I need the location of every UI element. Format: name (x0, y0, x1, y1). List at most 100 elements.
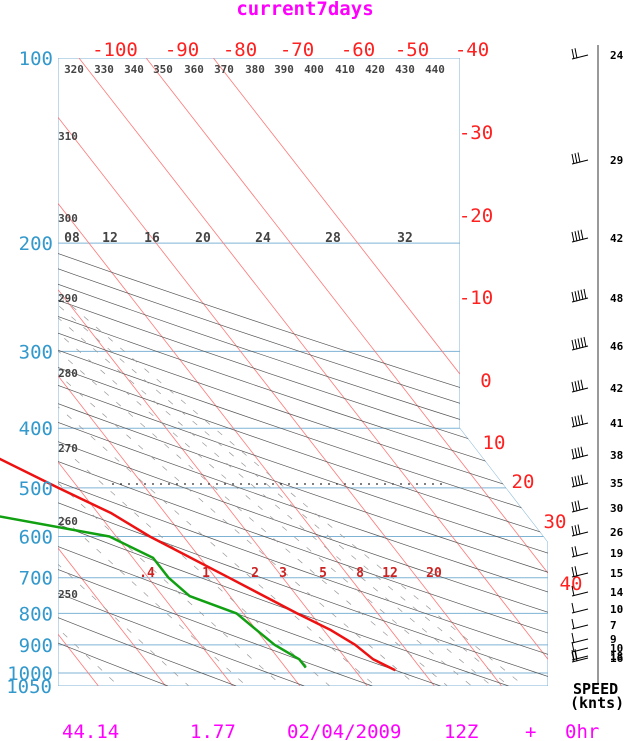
wind-barb-flag (574, 476, 578, 487)
dry-adiabat (58, 58, 237, 686)
wind-speed-label: 48 (610, 292, 623, 305)
temp-label--100: -100 (92, 39, 138, 61)
dry-adiabat (58, 58, 548, 686)
wind-barb-flag (577, 290, 581, 301)
wind-speed-label: 42 (610, 232, 623, 245)
speed-header: SPEED (573, 680, 618, 698)
theta-label-360: 360 (184, 63, 204, 76)
mixing-ratio-top-12: 12 (102, 231, 118, 246)
wind-barb-flag (571, 381, 575, 393)
pressure-label-1050: 1050 (6, 676, 52, 698)
footer-lifted: 1.77 (190, 721, 236, 741)
wind-barb-flag (571, 525, 575, 537)
isotherm (58, 58, 166, 686)
wind-barb-flag (571, 602, 575, 614)
theta-label-300: 300 (58, 212, 78, 225)
theta-label-260: 260 (58, 515, 78, 528)
wind-barb-flag (574, 416, 578, 427)
theta-label-390: 390 (274, 63, 294, 76)
axis-labels: 10020030040050060070080090010001050-100-… (6, 39, 582, 698)
wind-barb-flag (571, 566, 575, 578)
theta-label-280: 280 (58, 367, 78, 380)
mixing-ratio-top-28: 28 (325, 231, 341, 246)
wind-barb-flag (577, 415, 581, 426)
wind-barb-flag (574, 525, 578, 536)
isotherm (213, 58, 548, 686)
theta-label-330: 330 (94, 63, 114, 76)
wind-barb-flag (583, 336, 587, 348)
isotherm (58, 58, 435, 686)
wind-speed-label: 42 (610, 382, 623, 395)
dry-adiabat (58, 58, 548, 686)
wind-speed-label: 16 (610, 652, 624, 665)
wind-barb-flag (577, 447, 581, 458)
dry-adiabat (58, 58, 305, 686)
mixing-ratio-top-08: 08 (64, 231, 80, 246)
theta-label-380: 380 (245, 63, 265, 76)
dry-adiabat (58, 58, 548, 686)
mixing-ratio-bottom-.4: .4 (139, 566, 155, 581)
wind-barb-shaft (571, 624, 589, 630)
dry-adiabat (58, 58, 548, 686)
footer-date: 02/04/2009 (287, 721, 401, 741)
wind-barb-flag (574, 566, 578, 577)
wind-barb-flag (571, 291, 575, 303)
dry-adiabat (58, 58, 548, 686)
wind-barb-flag (571, 48, 575, 60)
wind-barb-flag (574, 291, 578, 302)
wind-barb-flag (577, 230, 581, 241)
pressure-label-800: 800 (19, 603, 53, 625)
wind-barb-flag (574, 448, 578, 459)
mixing-ratio-bottom-8: 8 (356, 566, 364, 581)
wind-barb-flag (571, 632, 575, 644)
pressure-label-400: 400 (19, 418, 53, 440)
wind-barb-flag (580, 414, 584, 425)
wind-barb-flag (574, 48, 578, 59)
pressure-label-200: 200 (19, 233, 53, 255)
theta-label-420: 420 (365, 63, 385, 76)
mixing-ratio-bottom-1: 1 (202, 566, 210, 581)
wind-barb-shaft (571, 54, 589, 60)
pressure-label-700: 700 (19, 568, 53, 590)
wind-barb-flag (580, 474, 584, 485)
wind-speed-label: 35 (610, 477, 623, 490)
wind-barb-flag (574, 501, 578, 512)
wind-barb-shaft (571, 638, 589, 644)
wind-speed-label: 19 (610, 547, 623, 560)
temp-label--10: -10 (459, 287, 493, 309)
wind-barb-flag (571, 501, 575, 513)
wind-barb-shaft (571, 647, 589, 653)
wind-barb-flag (577, 524, 581, 535)
isotherm (78, 58, 548, 686)
wind-barb-flag (571, 231, 575, 243)
temp-label-0: 0 (480, 370, 491, 392)
dry-adiabat (58, 58, 548, 686)
mixing-ratio-bottom-12: 12 (382, 566, 398, 581)
wind-barb-flag (571, 651, 575, 663)
wind-barb-flag (580, 446, 584, 457)
wind-barb-shaft (571, 572, 589, 578)
wind-barb-flag (574, 339, 578, 350)
wind-barb-flag (574, 231, 578, 242)
temp-label-10: 10 (483, 432, 506, 454)
mixing-ratio-line (58, 242, 525, 686)
mixing-ratio-top-32: 32 (397, 231, 413, 246)
wind-barb-flag (571, 448, 575, 460)
pressure-label-300: 300 (19, 341, 53, 363)
wind-barb-shaft (571, 552, 589, 558)
theta-label-340: 340 (124, 63, 144, 76)
dry-adiabat (58, 58, 548, 686)
wind-barb-flag (577, 152, 581, 163)
wind-barb-shaft (571, 657, 589, 663)
wind-barb-flag (574, 153, 578, 164)
theta-label-270: 270 (58, 442, 78, 455)
mixing-ratio-bottom-5: 5 (319, 566, 327, 581)
footer-plus: + (525, 721, 536, 741)
wind-barb-flag (571, 153, 575, 165)
series-lines (0, 457, 396, 672)
mixing-ratio-bottom-2: 2 (251, 566, 259, 581)
wind-speed-label: 29 (610, 154, 623, 167)
theta-label-410: 410 (335, 63, 355, 76)
mixing-ratio-bottom-3: 3 (279, 566, 287, 581)
wind-barb-shaft (571, 655, 589, 661)
